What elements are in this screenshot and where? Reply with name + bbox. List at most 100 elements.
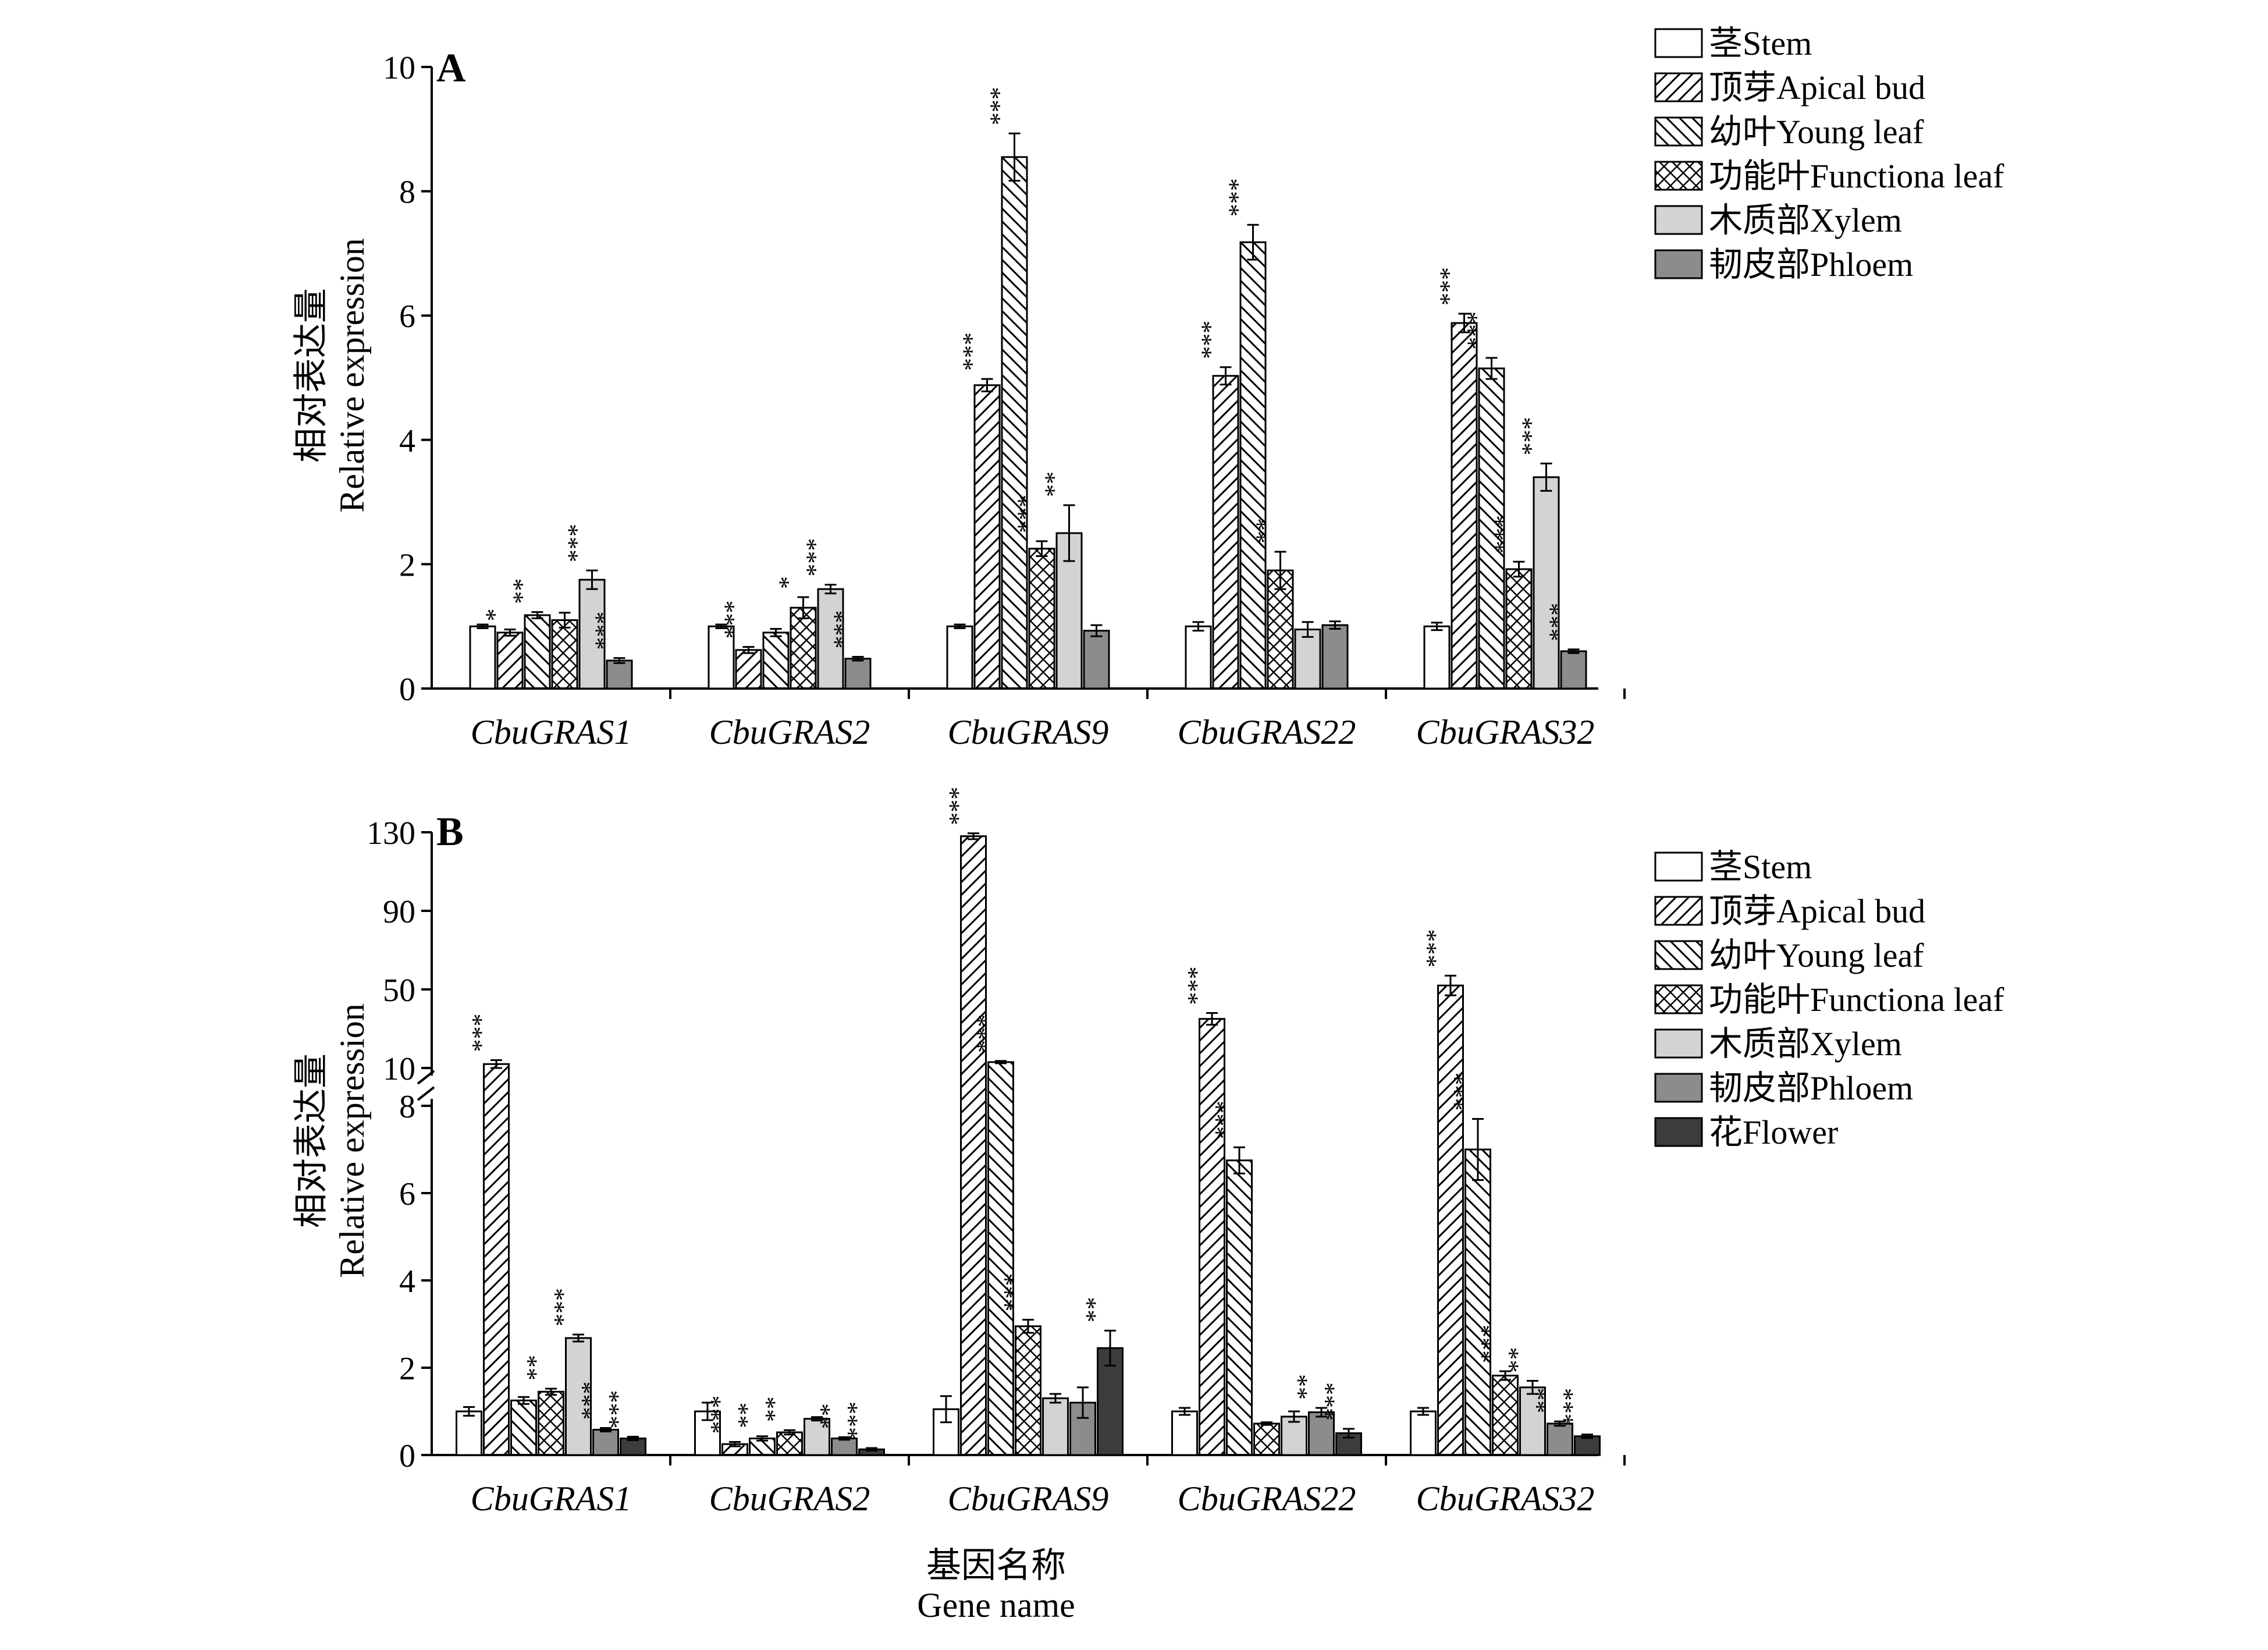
panel-a-significance-label: *** bbox=[1517, 417, 1545, 455]
panel-a-bar bbox=[790, 606, 817, 690]
panel-b-legend-swatch bbox=[1654, 1028, 1703, 1059]
panel-b-bar bbox=[1492, 1375, 1519, 1456]
panel-a-bar bbox=[1533, 476, 1560, 690]
panel-a-bar bbox=[1423, 625, 1451, 690]
panel-a-bar bbox=[1505, 568, 1533, 690]
panel-a-bar bbox=[469, 625, 496, 690]
panel-b-y-tick-label: 2 bbox=[399, 1351, 415, 1387]
panel-b-legend-label: 木质部Xylem bbox=[1709, 1025, 1902, 1063]
panel-b-ylabel-en: Relative expression bbox=[333, 1003, 371, 1278]
panel-b-axis-break-gap bbox=[428, 1076, 435, 1099]
panel-a-significance-label: *** bbox=[801, 538, 830, 577]
panel-a-bar bbox=[762, 631, 790, 690]
panel-b-significance-label: *** bbox=[1448, 1073, 1477, 1111]
panel-b-y-tick-label: 6 bbox=[399, 1176, 415, 1212]
panel-b-legend-label: 幼叶Young leaf bbox=[1709, 936, 1924, 974]
panel-b-bar bbox=[1464, 1148, 1491, 1456]
panel-a-significance-label: *** bbox=[590, 612, 618, 650]
panel-b-significance-label: ** bbox=[760, 1396, 788, 1422]
panel-b-significance-label: *** bbox=[467, 1014, 495, 1052]
panel-a-bar bbox=[946, 625, 973, 690]
panel-b-significance-label: *** bbox=[705, 1396, 734, 1434]
panel-b-significance-label: ** bbox=[733, 1403, 761, 1428]
panel-b-y-tick-label: 90 bbox=[383, 894, 415, 930]
panel-a-bar bbox=[496, 631, 524, 690]
panel-b-bar bbox=[1574, 1435, 1601, 1456]
panel-a-x-tick-label: CbuGRAS22 bbox=[1178, 713, 1356, 751]
panel-b-legend-label: 茎Stem bbox=[1709, 848, 1812, 886]
panel-b-significance-label: ** bbox=[521, 1355, 550, 1381]
panel-b-y-tick-label: 50 bbox=[383, 973, 415, 1009]
panel-a-bar bbox=[1239, 241, 1267, 690]
panel-b-bar bbox=[483, 1063, 510, 1456]
panel-b-label: B bbox=[436, 810, 464, 854]
panel-a-x-tick-label: CbuGRAS1 bbox=[471, 713, 632, 751]
panel-a-legend-swatch bbox=[1654, 116, 1703, 147]
panel-b-bar bbox=[776, 1431, 803, 1456]
panel-a-y-tick-label: 4 bbox=[399, 423, 415, 459]
panel-b-x-tick-label: CbuGRAS1 bbox=[471, 1479, 632, 1518]
panel-b-bar bbox=[1042, 1397, 1069, 1456]
panel-b-bar bbox=[1410, 1410, 1437, 1456]
panel-b-significance-label: *** bbox=[971, 1014, 1000, 1053]
panel-a-y-tick-label: 2 bbox=[399, 547, 415, 583]
panel-a-significance-label: *** bbox=[1490, 515, 1518, 553]
panel-a-y-tick-label: 10 bbox=[383, 50, 415, 86]
panel-a-bar bbox=[735, 649, 762, 690]
panel-b-x-tick-label: CbuGRAS32 bbox=[1416, 1479, 1595, 1518]
panel-a-bar bbox=[551, 619, 578, 690]
panel-b-significance-label: *** bbox=[1421, 929, 1449, 967]
panel-a-significance-label: ** bbox=[508, 579, 536, 604]
panel-b-chart: B 相对表达量 Relative expression 0 2 4 6 810 50 90 1… bbox=[292, 787, 2004, 1518]
panel-b-significance-label: *** bbox=[1210, 1101, 1238, 1139]
panel-b-x-tick-label: CbuGRAS2 bbox=[709, 1479, 870, 1518]
panel-b-significance-label: ** bbox=[1080, 1297, 1109, 1322]
panel-b-bar bbox=[804, 1418, 830, 1456]
panel-a-y-tick-label: 0 bbox=[399, 672, 415, 708]
panel-b-significance-label: *** bbox=[842, 1401, 870, 1440]
panel-a-significance-label: *** bbox=[829, 611, 857, 649]
panel-b-bar bbox=[831, 1438, 858, 1456]
panel-b-legend-label: 花Flower bbox=[1709, 1113, 1838, 1151]
panel-b-x-tick-label: CbuGRAS22 bbox=[1178, 1479, 1356, 1518]
panel-a-significance-label: ** bbox=[1040, 471, 1068, 497]
panel-a-significance-label: *** bbox=[985, 87, 1014, 125]
panel-b-bar bbox=[1253, 1422, 1280, 1456]
panel-a-bar bbox=[524, 614, 551, 690]
panel-b-significance-label: *** bbox=[1182, 967, 1211, 1005]
panel-a-x-tick-label: CbuGRAS9 bbox=[948, 713, 1109, 751]
panel-a-legend-label: 功能叶Functiona leaf bbox=[1709, 157, 2004, 195]
panel-a-bar bbox=[1451, 322, 1478, 690]
panel-b-bar bbox=[1519, 1386, 1546, 1456]
panel-b-y-tick-label: 4 bbox=[399, 1264, 415, 1300]
panel-b-y-tick-label: 130 bbox=[367, 815, 415, 851]
panel-b-ylabel-cn: 相对表达量 bbox=[292, 1053, 330, 1228]
panel-b-bar bbox=[987, 1061, 1014, 1456]
panel-a-chart: A 相对表达量 Relative expression 0 2 4 6 8 10 CbuGR… bbox=[292, 24, 2004, 751]
panel-a-legend-label: 幼叶Young leaf bbox=[1709, 113, 1924, 151]
panel-a-ylabel-en: Relative expression bbox=[333, 238, 371, 513]
panel-a-significance-label: *** bbox=[1196, 321, 1225, 359]
panel-b-bar bbox=[565, 1337, 592, 1456]
panel-b-bar bbox=[1547, 1422, 1573, 1456]
panel-a-bar bbox=[1212, 375, 1239, 690]
panel-a-legend-label: 顶芽Apical bud bbox=[1709, 69, 1925, 107]
panel-a-bar bbox=[844, 658, 872, 690]
panel-a-bar bbox=[1321, 624, 1349, 690]
panel-b-bar bbox=[1437, 984, 1464, 1456]
panel-b-significance-label: *** bbox=[603, 1390, 632, 1429]
panel-b-significance-label: *** bbox=[944, 787, 972, 825]
panel-a-bar bbox=[606, 659, 633, 690]
panel-a-legend-swatch bbox=[1654, 249, 1703, 279]
panel-a-label: A bbox=[436, 46, 466, 91]
panel-b-significance-label: *** bbox=[576, 1382, 605, 1420]
panel-b-legend-label: 顶芽Apical bud bbox=[1709, 892, 1925, 930]
panel-b-legend-swatch bbox=[1654, 940, 1703, 970]
panel-a-legend-swatch bbox=[1654, 205, 1703, 235]
xlabel-cn: 基因名称 bbox=[926, 1546, 1066, 1585]
panel-b-bar bbox=[592, 1429, 619, 1456]
panel-a-significance-label: *** bbox=[563, 524, 591, 562]
panel-a-significance-label: *** bbox=[1224, 178, 1252, 217]
panel-b-axis-break-mark bbox=[417, 1070, 435, 1085]
